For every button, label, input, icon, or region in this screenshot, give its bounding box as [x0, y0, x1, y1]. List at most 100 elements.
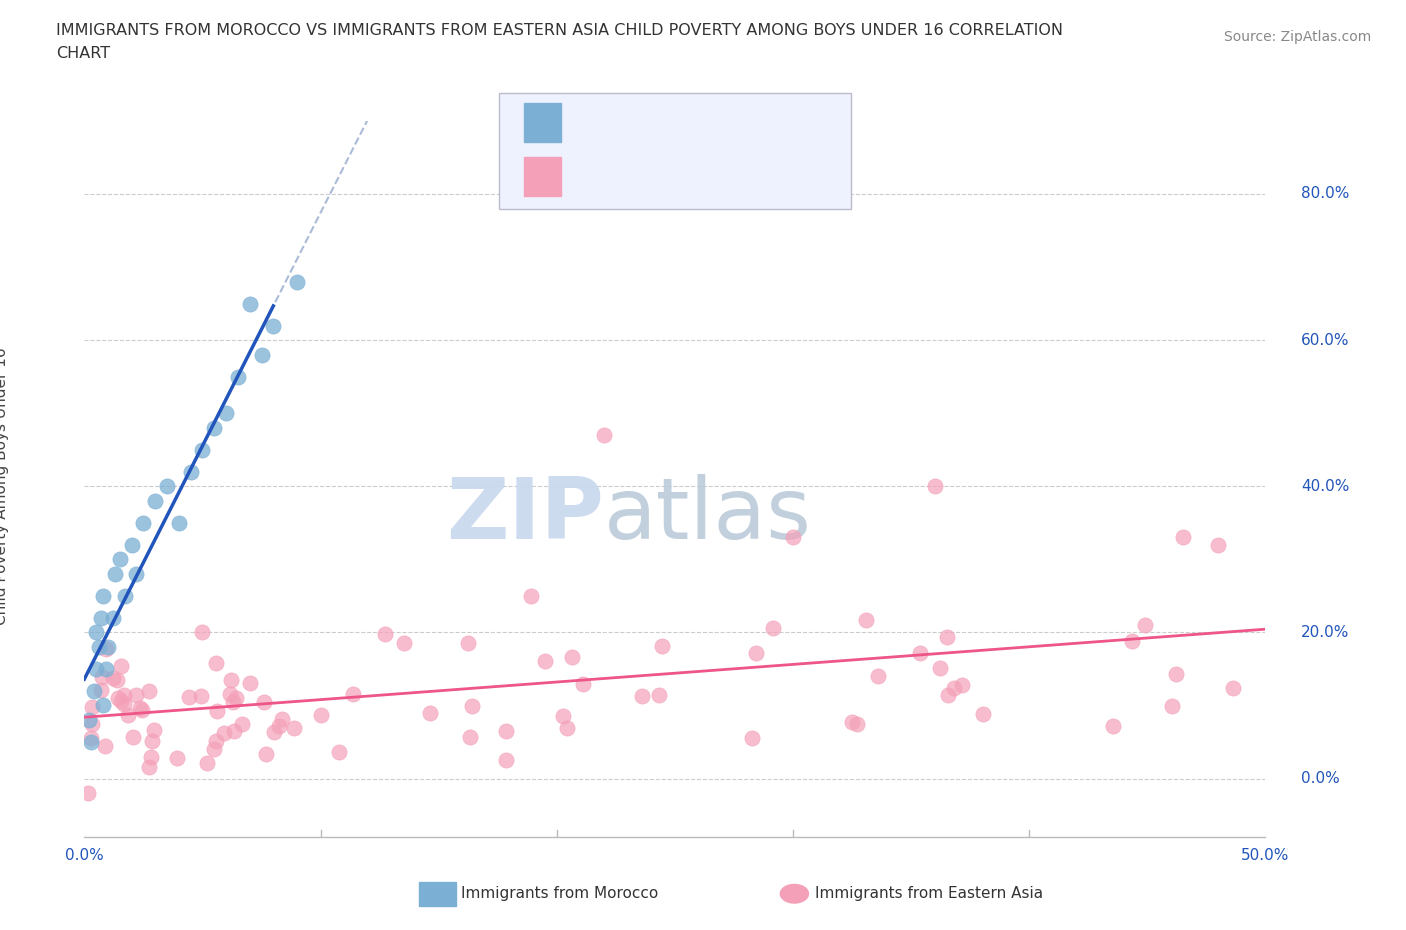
- Text: Immigrants from Morocco: Immigrants from Morocco: [461, 886, 658, 901]
- Point: [1171, 530, 1194, 545]
- Point: [263, 724, 285, 739]
- Point: [651, 639, 673, 654]
- Point: [219, 686, 242, 701]
- Point: [202, 420, 225, 435]
- Point: [80, 731, 103, 746]
- Point: [342, 687, 364, 702]
- Point: [841, 714, 863, 729]
- Point: [239, 296, 262, 311]
- Point: [84, 661, 107, 676]
- Point: [205, 704, 228, 719]
- Point: [972, 707, 994, 722]
- Point: [191, 625, 214, 640]
- Point: [328, 744, 350, 759]
- Point: [1164, 666, 1187, 681]
- Point: [936, 687, 959, 702]
- Point: [204, 734, 226, 749]
- Point: [190, 688, 212, 703]
- Point: [942, 680, 965, 695]
- Point: [935, 630, 957, 644]
- Text: 60.0%: 60.0%: [1301, 333, 1350, 348]
- Text: R = 0.268   N = 87: R = 0.268 N = 87: [569, 166, 740, 183]
- Point: [215, 405, 238, 420]
- Point: [924, 479, 946, 494]
- Point: [195, 756, 218, 771]
- Point: [495, 724, 517, 738]
- Point: [177, 689, 200, 704]
- Point: [846, 717, 869, 732]
- Point: [122, 730, 145, 745]
- Point: [90, 683, 112, 698]
- Point: [460, 698, 482, 713]
- Point: [762, 620, 785, 635]
- Point: [105, 672, 128, 687]
- Point: [91, 589, 114, 604]
- Point: [782, 530, 804, 545]
- Point: [271, 711, 294, 726]
- Point: [110, 658, 132, 673]
- Point: [125, 687, 148, 702]
- Point: [908, 645, 931, 660]
- Text: ZIP: ZIP: [446, 474, 605, 557]
- Point: [166, 751, 188, 765]
- Point: [221, 695, 243, 710]
- Point: [519, 589, 541, 604]
- Point: [309, 708, 332, 723]
- Point: [117, 708, 139, 723]
- Text: 0.0%: 0.0%: [1301, 771, 1340, 786]
- Point: [593, 428, 616, 443]
- Point: [90, 610, 112, 625]
- Point: [269, 719, 291, 734]
- Point: [80, 735, 103, 750]
- Point: [83, 684, 105, 698]
- Point: [219, 673, 242, 688]
- Point: [80, 699, 103, 714]
- Point: [156, 479, 179, 494]
- Point: [87, 640, 110, 655]
- Point: [1133, 618, 1156, 632]
- Point: [495, 752, 517, 767]
- Text: IMMIGRANTS FROM MOROCCO VS IMMIGRANTS FROM EASTERN ASIA CHILD POVERTY AMONG BOYS: IMMIGRANTS FROM MOROCCO VS IMMIGRANTS FR…: [56, 23, 1063, 38]
- Point: [114, 589, 136, 604]
- Point: [84, 625, 107, 640]
- Text: 80.0%: 80.0%: [1301, 187, 1350, 202]
- Point: [1160, 698, 1182, 713]
- Point: [855, 613, 877, 628]
- Point: [741, 731, 763, 746]
- Point: [866, 669, 889, 684]
- Point: [138, 684, 160, 698]
- Point: [112, 687, 135, 702]
- Point: [125, 566, 148, 581]
- Point: [104, 566, 127, 581]
- Point: [373, 626, 395, 641]
- Text: Child Poverty Among Boys Under 16: Child Poverty Among Boys Under 16: [0, 348, 10, 625]
- Point: [744, 645, 766, 660]
- Point: [561, 649, 583, 664]
- Point: [205, 656, 228, 671]
- Point: [458, 730, 481, 745]
- Point: [91, 698, 114, 713]
- Text: 0.0%: 0.0%: [65, 848, 104, 863]
- Point: [630, 688, 652, 703]
- Point: [283, 721, 305, 736]
- Point: [285, 274, 308, 289]
- Point: [77, 786, 100, 801]
- Text: CHART: CHART: [56, 46, 110, 61]
- Point: [110, 694, 132, 709]
- Point: [253, 695, 276, 710]
- Point: [1206, 538, 1229, 552]
- Point: [1121, 633, 1143, 648]
- Text: 50.0%: 50.0%: [1241, 848, 1289, 863]
- Point: [94, 661, 117, 676]
- Point: [239, 676, 262, 691]
- Point: [101, 671, 124, 685]
- Text: atlas: atlas: [605, 474, 813, 557]
- Point: [928, 660, 950, 675]
- Point: [142, 723, 165, 737]
- Point: [648, 688, 671, 703]
- Text: Immigrants from Eastern Asia: Immigrants from Eastern Asia: [815, 886, 1043, 901]
- Point: [262, 318, 284, 333]
- Point: [224, 724, 246, 738]
- Point: [141, 734, 163, 749]
- Point: [96, 642, 118, 657]
